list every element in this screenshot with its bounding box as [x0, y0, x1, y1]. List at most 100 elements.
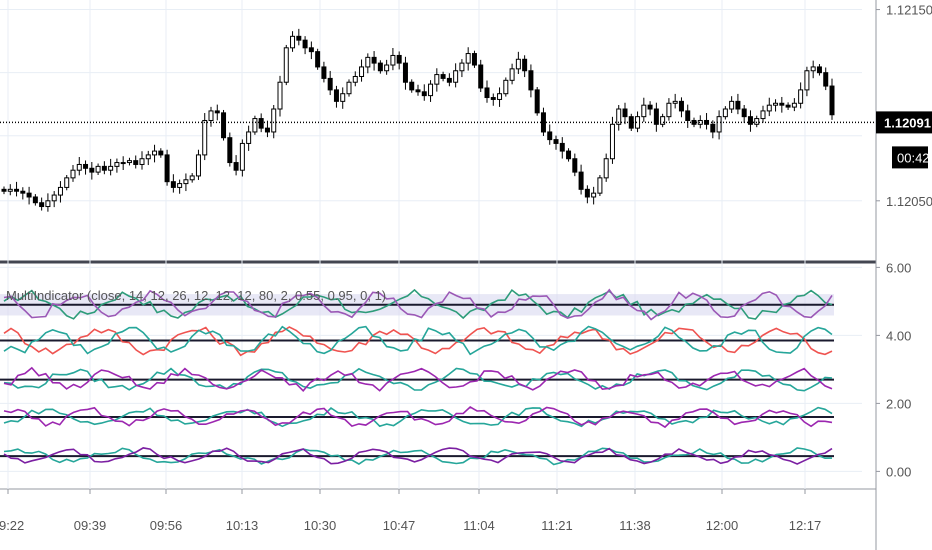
candle-up — [503, 79, 509, 95]
candle-up — [509, 68, 515, 81]
candle-down — [409, 81, 415, 91]
price-axis[interactable]: 1.12150 1.12050 1.12091 00:42 — [876, 3, 932, 209]
candle-up — [246, 131, 252, 144]
candle-up — [660, 116, 666, 125]
candle-down — [14, 188, 20, 192]
candle-up — [609, 123, 615, 160]
candle-up — [239, 142, 245, 171]
candle-down — [653, 108, 659, 125]
candle-down — [490, 97, 496, 100]
candle-down — [158, 150, 164, 156]
last-price-label: 1.12091 — [884, 115, 931, 130]
candle-down — [735, 100, 741, 110]
candle-down — [396, 54, 402, 64]
candle-up — [465, 53, 471, 64]
time-tick-label: 09:22 — [0, 518, 24, 533]
candle-up — [271, 108, 277, 133]
candle-up — [152, 150, 158, 156]
candle-up — [145, 154, 151, 160]
candle-up — [760, 110, 766, 120]
candle-up — [616, 108, 622, 125]
indicator-grid — [0, 266, 862, 472]
indicator-line — [3, 447, 833, 466]
candle-up — [798, 89, 804, 104]
candle-up — [365, 56, 371, 68]
candle-down — [816, 66, 822, 74]
candle-up — [641, 104, 647, 118]
candle-up — [453, 70, 459, 83]
time-tick-label: 12:00 — [706, 518, 739, 533]
candle-down — [747, 116, 753, 125]
time-tick-label: 09:56 — [150, 518, 183, 533]
candle-down — [170, 181, 176, 188]
indicator-line — [3, 325, 833, 356]
candle-up — [51, 194, 57, 202]
candle-down — [371, 56, 377, 64]
price-tick-label: 1.12150 — [886, 3, 932, 18]
indicator-axis[interactable]: 6.00 4.00 2.00 0.00 — [876, 260, 911, 479]
indicator-title: MultiIndicator (close, 14, 12, 26, 12, 1… — [6, 288, 386, 303]
candle-down — [741, 108, 747, 118]
candle-down — [1, 188, 7, 192]
indicator-line — [3, 288, 833, 321]
indicator-series — [0, 288, 834, 466]
countdown-label: 00:42 — [897, 150, 930, 165]
candle-up — [183, 179, 189, 185]
indicator-tick-label: 6.00 — [886, 260, 911, 275]
candle-down — [89, 167, 95, 173]
candle-up — [208, 110, 214, 121]
candle-up — [346, 81, 352, 95]
time-axis[interactable]: 09:22 09:39 09:56 10:13 10:30 10:47 11:04 11:21… — [0, 489, 821, 533]
candle-up — [195, 154, 201, 177]
candle-up — [57, 186, 63, 196]
last-price-badge — [876, 111, 932, 134]
candle-down — [164, 154, 170, 183]
indicator-tick-label: 4.00 — [886, 328, 911, 343]
candle-up — [359, 66, 365, 77]
candle-up — [766, 104, 772, 112]
candle-up — [791, 102, 797, 108]
candle-down — [785, 104, 791, 108]
candle-up — [390, 54, 396, 66]
candle-down — [440, 74, 446, 79]
candle-up — [515, 58, 521, 70]
candle-down — [547, 131, 553, 141]
candle-down — [227, 137, 233, 164]
candle-down — [296, 35, 302, 41]
candle-down — [26, 192, 32, 198]
candle-up — [340, 93, 346, 102]
candle-up — [459, 62, 465, 72]
candle-up — [252, 118, 258, 133]
candle-down — [566, 150, 572, 160]
indicator-tick-label: 0.00 — [886, 464, 911, 479]
candle-up — [76, 163, 82, 171]
candle-down — [264, 127, 270, 133]
candle-down — [258, 118, 264, 129]
candle-down — [83, 163, 89, 169]
candle-up — [597, 177, 603, 194]
candle-down — [32, 196, 38, 204]
candle-up — [290, 35, 296, 49]
candle-down — [622, 108, 628, 118]
candle-down — [710, 123, 716, 133]
candle-down — [327, 77, 333, 91]
candle-down — [308, 47, 314, 53]
candle-down — [333, 89, 339, 102]
candle-up — [666, 102, 672, 118]
candle-down — [578, 171, 584, 190]
candle-down — [39, 202, 45, 208]
candle-down — [214, 110, 220, 114]
candle-down — [823, 72, 829, 87]
candle-up — [120, 162, 126, 165]
candle-down — [471, 53, 477, 66]
candle-up — [139, 158, 145, 165]
indicator-line — [3, 366, 833, 392]
price-tick-label: 1.12050 — [886, 194, 932, 209]
candle-down — [572, 158, 578, 173]
candle-up — [434, 74, 440, 85]
candle-up — [804, 70, 810, 91]
candle-up — [95, 165, 101, 173]
candle-down — [446, 77, 452, 83]
